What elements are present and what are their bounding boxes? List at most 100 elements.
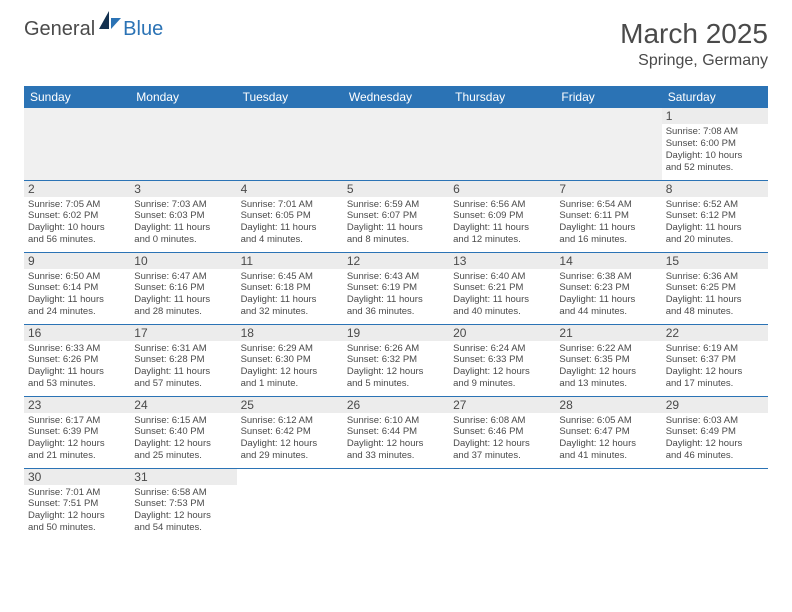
day2-text: and 53 minutes. [28,378,126,390]
brand-logo: General Blue [24,18,163,41]
day2-text: and 0 minutes. [134,234,232,246]
title-block: March 2025 Springe, Germany [620,18,768,70]
calendar-day-cell [555,468,661,540]
calendar-day-cell: 10Sunrise: 6:47 AMSunset: 6:16 PMDayligh… [130,252,236,324]
day2-text: and 41 minutes. [559,450,657,462]
sunset-text: Sunset: 6:12 PM [666,210,764,222]
day-number: 10 [130,253,236,269]
day2-text: and 1 minute. [241,378,339,390]
sunset-text: Sunset: 6:26 PM [28,354,126,366]
day2-text: and 50 minutes. [28,522,126,534]
sunrise-text: Sunrise: 6:08 AM [453,415,551,427]
calendar-day-cell [449,468,555,540]
sunrise-text: Sunrise: 6:19 AM [666,343,764,355]
sunset-text: Sunset: 6:44 PM [347,426,445,438]
sunrise-text: Sunrise: 6:40 AM [453,271,551,283]
day1-text: Daylight: 12 hours [134,510,232,522]
calendar-week-row: 23Sunrise: 6:17 AMSunset: 6:39 PMDayligh… [24,396,768,468]
calendar-day-cell: 24Sunrise: 6:15 AMSunset: 6:40 PMDayligh… [130,396,236,468]
sunrise-text: Sunrise: 6:56 AM [453,199,551,211]
day1-text: Daylight: 10 hours [666,150,764,162]
day-number: 26 [343,397,449,413]
day1-text: Daylight: 11 hours [559,294,657,306]
sunset-text: Sunset: 6:32 PM [347,354,445,366]
day1-text: Daylight: 11 hours [241,222,339,234]
calendar-week-row: 16Sunrise: 6:33 AMSunset: 6:26 PMDayligh… [24,324,768,396]
day2-text: and 37 minutes. [453,450,551,462]
weekday-header: Saturday [662,86,768,108]
day-number: 17 [130,325,236,341]
sunrise-text: Sunrise: 6:15 AM [134,415,232,427]
day2-text: and 8 minutes. [347,234,445,246]
sunrise-text: Sunrise: 6:17 AM [28,415,126,427]
sunset-text: Sunset: 6:14 PM [28,282,126,294]
day-number: 20 [449,325,555,341]
day-number: 2 [24,181,130,197]
sunrise-text: Sunrise: 6:47 AM [134,271,232,283]
day-number: 25 [237,397,343,413]
calendar-table: Sunday Monday Tuesday Wednesday Thursday… [24,86,768,540]
day1-text: Daylight: 12 hours [134,438,232,450]
sunset-text: Sunset: 6:05 PM [241,210,339,222]
day-number: 7 [555,181,661,197]
month-title: March 2025 [620,18,768,50]
day2-text: and 20 minutes. [666,234,764,246]
sunrise-text: Sunrise: 6:59 AM [347,199,445,211]
calendar-day-cell [449,108,555,180]
day-number: 28 [555,397,661,413]
day-number: 9 [24,253,130,269]
sunset-text: Sunset: 6:16 PM [134,282,232,294]
sunset-text: Sunset: 6:46 PM [453,426,551,438]
sunrise-text: Sunrise: 6:26 AM [347,343,445,355]
day-number: 29 [662,397,768,413]
day2-text: and 57 minutes. [134,378,232,390]
day-number: 1 [662,108,768,124]
day-number: 13 [449,253,555,269]
calendar-day-cell: 21Sunrise: 6:22 AMSunset: 6:35 PMDayligh… [555,324,661,396]
sunset-text: Sunset: 6:42 PM [241,426,339,438]
day-number: 4 [237,181,343,197]
weekday-header: Tuesday [237,86,343,108]
day1-text: Daylight: 12 hours [347,366,445,378]
day1-text: Daylight: 11 hours [28,294,126,306]
sunset-text: Sunset: 6:09 PM [453,210,551,222]
logo-sail-icon [99,11,121,36]
calendar-day-cell [24,108,130,180]
day1-text: Daylight: 11 hours [666,222,764,234]
sunrise-text: Sunrise: 7:01 AM [241,199,339,211]
calendar-day-cell: 20Sunrise: 6:24 AMSunset: 6:33 PMDayligh… [449,324,555,396]
sunset-text: Sunset: 6:25 PM [666,282,764,294]
day-number: 27 [449,397,555,413]
sunrise-text: Sunrise: 6:05 AM [559,415,657,427]
sunset-text: Sunset: 7:51 PM [28,498,126,510]
sunrise-text: Sunrise: 7:08 AM [666,126,764,138]
calendar-day-cell: 9Sunrise: 6:50 AMSunset: 6:14 PMDaylight… [24,252,130,324]
weekday-header: Wednesday [343,86,449,108]
day1-text: Daylight: 11 hours [134,366,232,378]
day1-text: Daylight: 11 hours [453,222,551,234]
sunset-text: Sunset: 6:40 PM [134,426,232,438]
sunrise-text: Sunrise: 6:52 AM [666,199,764,211]
day2-text: and 40 minutes. [453,306,551,318]
sunrise-text: Sunrise: 6:10 AM [347,415,445,427]
day2-text: and 56 minutes. [28,234,126,246]
day-number: 15 [662,253,768,269]
day1-text: Daylight: 11 hours [347,294,445,306]
sunset-text: Sunset: 6:49 PM [666,426,764,438]
calendar-day-cell: 14Sunrise: 6:38 AMSunset: 6:23 PMDayligh… [555,252,661,324]
sunset-text: Sunset: 7:53 PM [134,498,232,510]
day1-text: Daylight: 12 hours [559,366,657,378]
day1-text: Daylight: 12 hours [453,366,551,378]
calendar-day-cell [343,108,449,180]
day2-text: and 54 minutes. [134,522,232,534]
sunrise-text: Sunrise: 6:03 AM [666,415,764,427]
calendar-day-cell: 8Sunrise: 6:52 AMSunset: 6:12 PMDaylight… [662,180,768,252]
sunset-text: Sunset: 6:18 PM [241,282,339,294]
calendar-week-row: 9Sunrise: 6:50 AMSunset: 6:14 PMDaylight… [24,252,768,324]
calendar-day-cell [343,468,449,540]
calendar-day-cell: 1Sunrise: 7:08 AMSunset: 6:00 PMDaylight… [662,108,768,180]
location: Springe, Germany [620,52,768,70]
day1-text: Daylight: 12 hours [453,438,551,450]
day-number: 30 [24,469,130,485]
day-number: 14 [555,253,661,269]
